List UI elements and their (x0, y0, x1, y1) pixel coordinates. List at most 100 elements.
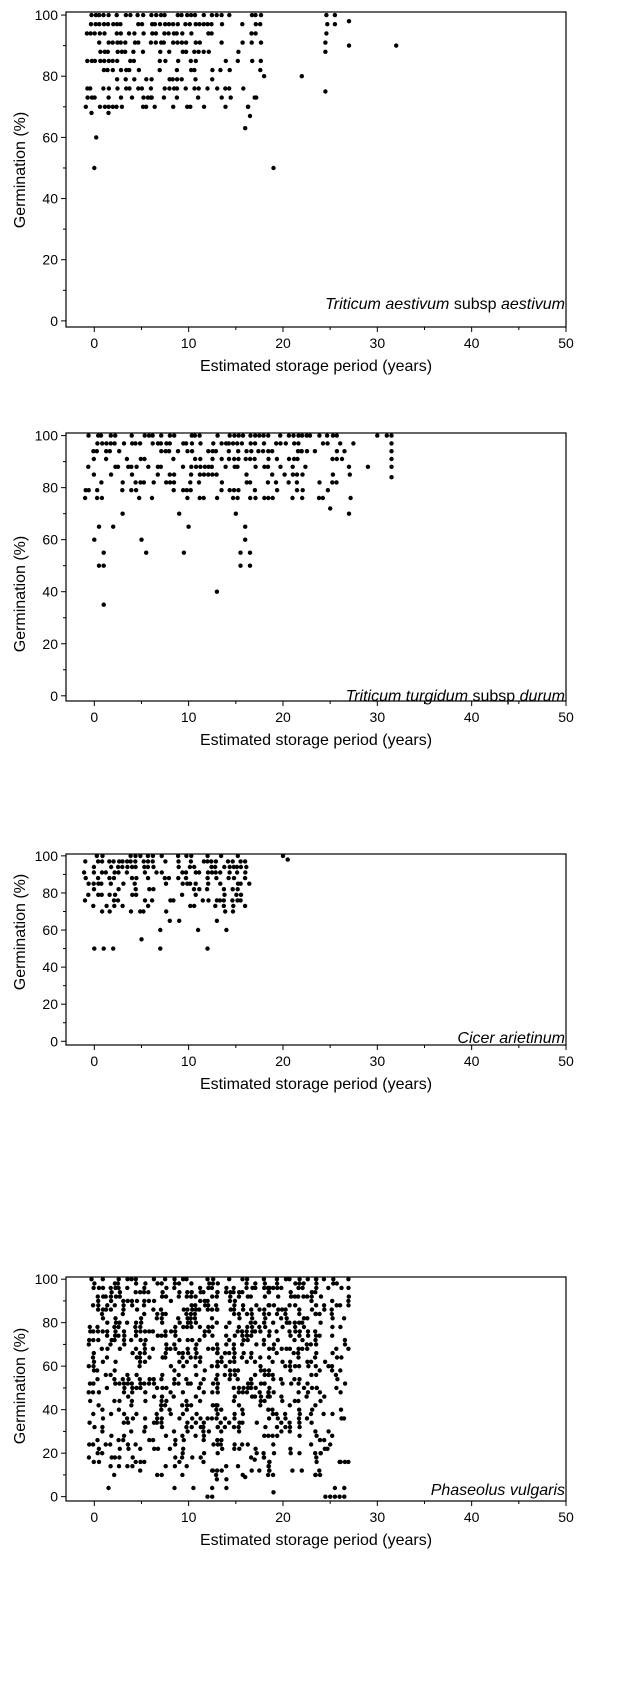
data-point (91, 1411, 96, 1417)
data-point (249, 1311, 254, 1317)
data-point (131, 49, 136, 54)
data-point (330, 480, 335, 485)
data-point (183, 22, 188, 27)
data-point (142, 898, 148, 903)
data-point (150, 1329, 156, 1334)
data-point (282, 1411, 288, 1417)
data-point (197, 40, 202, 45)
data-point (181, 1446, 186, 1451)
data-point (258, 12, 264, 18)
data-point (138, 853, 143, 859)
data-point (152, 22, 158, 27)
data-point (328, 1442, 333, 1447)
data-point (206, 472, 211, 477)
data-point (198, 464, 203, 469)
data-point (215, 1385, 220, 1391)
data-point (173, 1346, 178, 1351)
data-point (214, 1377, 219, 1382)
data-point (118, 31, 124, 36)
data-point (313, 1364, 318, 1369)
data-point (331, 1277, 336, 1282)
data-point (89, 110, 94, 116)
data-point (167, 472, 172, 477)
data-point (160, 1372, 165, 1378)
data-point (141, 859, 146, 864)
data-point (137, 441, 143, 446)
data-point (95, 1437, 100, 1443)
data-point (193, 892, 198, 897)
data-point (219, 1355, 224, 1360)
data-point (243, 870, 248, 875)
data-point (236, 433, 241, 438)
data-point (252, 1359, 258, 1364)
data-point (123, 77, 128, 82)
data-point (262, 1368, 267, 1373)
data-point (142, 456, 147, 462)
data-point (313, 1337, 318, 1343)
data-point (132, 881, 137, 886)
data-point (164, 1398, 169, 1404)
data-point (301, 1316, 307, 1321)
data-point (138, 1446, 143, 1451)
data-point (125, 1381, 130, 1386)
data-point (260, 449, 266, 454)
data-point (122, 1342, 127, 1347)
data-point (271, 1390, 276, 1395)
data-point (224, 1477, 229, 1482)
data-point (214, 589, 220, 594)
data-point (194, 1411, 199, 1417)
data-point (136, 86, 141, 91)
data-point (262, 1372, 267, 1378)
data-point (254, 1303, 259, 1308)
data-point (304, 1394, 309, 1399)
x-tick-label: 10 (181, 335, 197, 351)
data-point (102, 104, 108, 110)
data-point (297, 1420, 302, 1425)
data-point (394, 43, 399, 48)
data-point (111, 22, 116, 27)
data-point (151, 1377, 156, 1382)
data-point (232, 1442, 237, 1447)
data-point (249, 1307, 254, 1312)
data-point (224, 1464, 229, 1469)
data-point (236, 1311, 242, 1317)
data-point (305, 1294, 310, 1299)
data-point (210, 1468, 215, 1473)
data-point (286, 433, 292, 438)
data-point (129, 875, 135, 881)
data-point (159, 1316, 164, 1321)
data-point (92, 537, 97, 542)
data-point (164, 1385, 169, 1391)
y-tick-label: 100 (35, 1272, 59, 1287)
data-point (91, 1337, 96, 1343)
data-point (173, 1324, 178, 1330)
data-point (92, 165, 97, 171)
data-point (134, 1307, 140, 1312)
data-point (224, 1342, 229, 1347)
data-point (117, 859, 122, 864)
data-point (84, 31, 90, 36)
data-point (206, 31, 211, 36)
data-point (300, 1346, 305, 1351)
data-point (232, 1446, 237, 1451)
data-point (133, 480, 138, 485)
data-point (193, 1307, 199, 1312)
data-point (241, 86, 246, 91)
data-point (205, 859, 210, 864)
data-point (209, 1364, 214, 1369)
data-point (284, 1346, 289, 1351)
data-point (209, 12, 215, 18)
data-point (218, 1442, 223, 1447)
data-point (125, 1372, 130, 1378)
data-point (330, 1316, 335, 1321)
data-point (317, 1437, 323, 1443)
data-point (95, 1307, 101, 1312)
data-point (317, 1390, 323, 1395)
data-point (231, 1342, 237, 1347)
data-point (248, 1320, 253, 1325)
data-point (252, 1457, 257, 1462)
data-point (231, 1424, 237, 1430)
data-point (177, 1416, 182, 1421)
data-point (188, 58, 193, 64)
data-point (133, 1320, 139, 1325)
